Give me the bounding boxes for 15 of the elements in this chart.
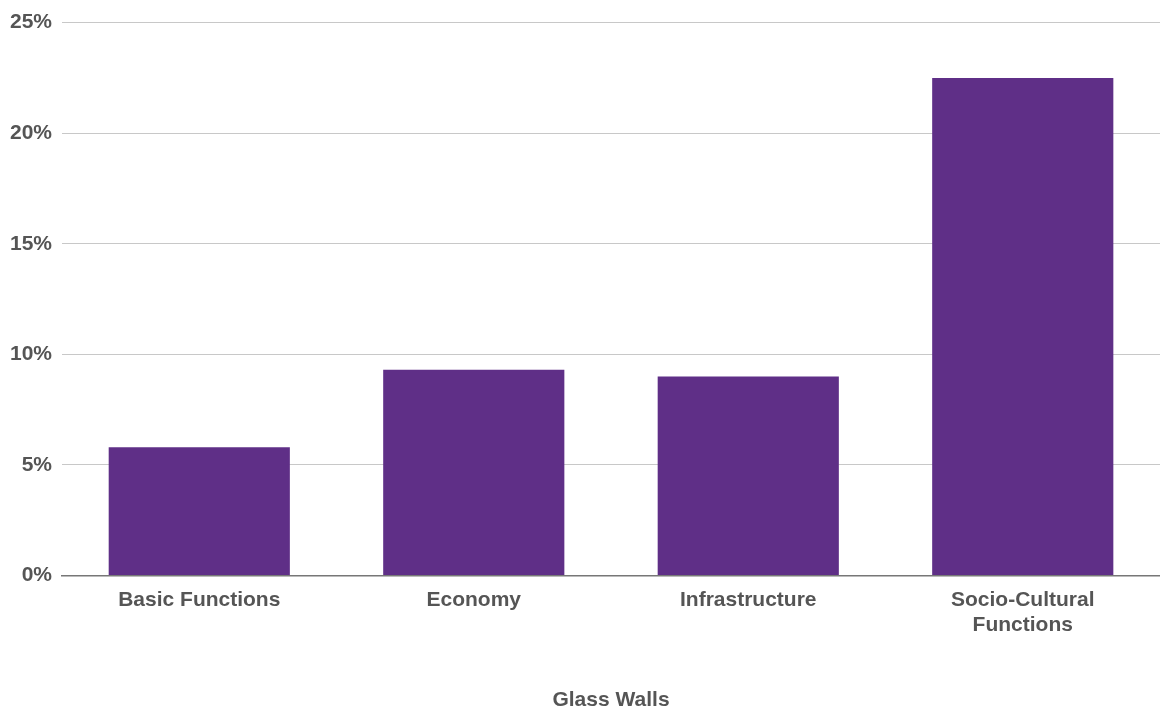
y-tick-label: 10% (10, 341, 53, 365)
bar (932, 77, 1114, 575)
x-tick-label: Economy (426, 586, 522, 610)
bar (108, 447, 290, 575)
y-tick-label: 20% (10, 119, 53, 143)
y-tick-label: 25% (10, 9, 53, 33)
x-tick-label: Basic Functions (118, 586, 281, 610)
x-tick-label: Socio-Cultural Functions (951, 586, 1095, 635)
x-axis-title: Glass Walls (552, 687, 670, 711)
y-tick-label: 5% (21, 451, 53, 475)
y-tick-label: 15% (10, 230, 53, 254)
x-tick-label: Infrastructure (680, 586, 817, 610)
bar (657, 376, 839, 575)
y-tick-label: 0% (21, 562, 53, 586)
bar (383, 369, 565, 575)
